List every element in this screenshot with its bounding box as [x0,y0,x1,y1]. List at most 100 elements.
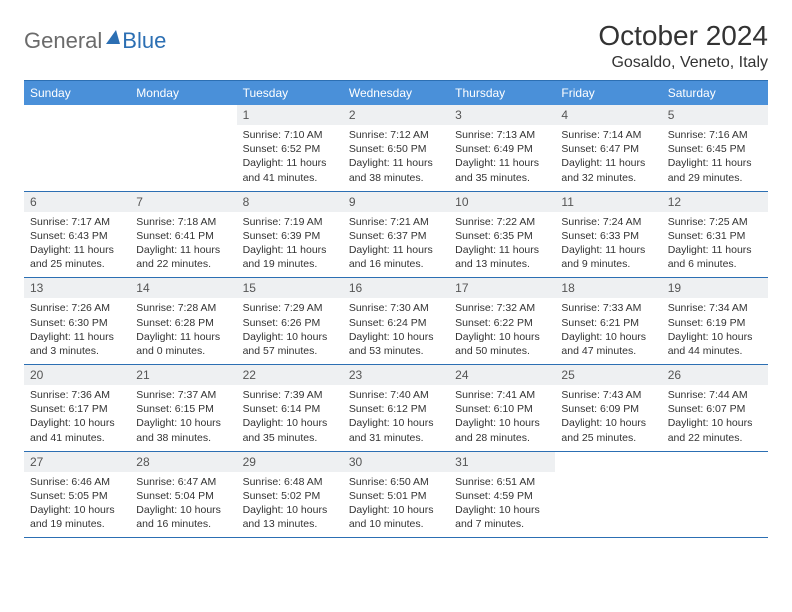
daylight1-text: Daylight: 10 hours [136,503,230,517]
header: General Blue October 2024 Gosaldo, Venet… [24,20,768,72]
day-number: 25 [555,365,661,385]
sunrise-text: Sunrise: 7:39 AM [243,388,337,402]
daylight2-text: and 31 minutes. [349,431,443,445]
daylight2-text: and 9 minutes. [561,257,655,271]
daylight1-text: Daylight: 11 hours [243,243,337,257]
day-number: 15 [237,278,343,298]
sunset-text: Sunset: 6:37 PM [349,229,443,243]
calendar-cell: 27Sunrise: 6:46 AMSunset: 5:05 PMDayligh… [24,452,130,538]
cell-body: Sunrise: 7:37 AMSunset: 6:15 PMDaylight:… [130,385,236,451]
daylight2-text: and 57 minutes. [243,344,337,358]
sunset-text: Sunset: 5:05 PM [30,489,124,503]
day-number: 24 [449,365,555,385]
calendar-cell: 21Sunrise: 7:37 AMSunset: 6:15 PMDayligh… [130,365,236,451]
daylight2-text: and 13 minutes. [455,257,549,271]
cell-body: Sunrise: 7:25 AMSunset: 6:31 PMDaylight:… [662,212,768,278]
day-number: 8 [237,192,343,212]
sunset-text: Sunset: 6:19 PM [668,316,762,330]
sunset-text: Sunset: 5:04 PM [136,489,230,503]
sunrise-text: Sunrise: 7:36 AM [30,388,124,402]
calendar-cell: 16Sunrise: 7:30 AMSunset: 6:24 PMDayligh… [343,278,449,364]
sunset-text: Sunset: 6:30 PM [30,316,124,330]
cell-body: Sunrise: 6:50 AMSunset: 5:01 PMDaylight:… [343,472,449,538]
daylight1-text: Daylight: 11 hours [243,156,337,170]
calendar-cell [130,105,236,191]
daylight2-text: and 29 minutes. [668,171,762,185]
calendar-cell: 20Sunrise: 7:36 AMSunset: 6:17 PMDayligh… [24,365,130,451]
calendar-cell: 7Sunrise: 7:18 AMSunset: 6:41 PMDaylight… [130,192,236,278]
day-number: 6 [24,192,130,212]
day-header: Thursday [449,81,555,105]
day-header: Tuesday [237,81,343,105]
title-block: October 2024 Gosaldo, Veneto, Italy [598,20,768,72]
sunrise-text: Sunrise: 7:24 AM [561,215,655,229]
sunset-text: Sunset: 5:02 PM [243,489,337,503]
calendar-cell [24,105,130,191]
daylight1-text: Daylight: 10 hours [243,416,337,430]
sunrise-text: Sunrise: 7:14 AM [561,128,655,142]
daylight2-text: and 19 minutes. [243,257,337,271]
daylight1-text: Daylight: 10 hours [668,330,762,344]
day-number: 22 [237,365,343,385]
calendar-cell: 1Sunrise: 7:10 AMSunset: 6:52 PMDaylight… [237,105,343,191]
daylight1-text: Daylight: 10 hours [243,330,337,344]
daylight1-text: Daylight: 10 hours [561,330,655,344]
logo-text-2: Blue [122,28,166,54]
calendar-cell [555,452,661,538]
sunrise-text: Sunrise: 7:13 AM [455,128,549,142]
sunrise-text: Sunrise: 7:22 AM [455,215,549,229]
daylight1-text: Daylight: 10 hours [136,416,230,430]
cell-body: Sunrise: 7:41 AMSunset: 6:10 PMDaylight:… [449,385,555,451]
sunrise-text: Sunrise: 7:34 AM [668,301,762,315]
daylight2-text: and 7 minutes. [455,517,549,531]
sunrise-text: Sunrise: 6:46 AM [30,475,124,489]
calendar-cell: 24Sunrise: 7:41 AMSunset: 6:10 PMDayligh… [449,365,555,451]
sunrise-text: Sunrise: 6:51 AM [455,475,549,489]
cell-body: Sunrise: 7:39 AMSunset: 6:14 PMDaylight:… [237,385,343,451]
calendar-cell: 6Sunrise: 7:17 AMSunset: 6:43 PMDaylight… [24,192,130,278]
daylight1-text: Daylight: 11 hours [136,243,230,257]
calendar-cell: 28Sunrise: 6:47 AMSunset: 5:04 PMDayligh… [130,452,236,538]
daylight1-text: Daylight: 11 hours [30,243,124,257]
cell-body: Sunrise: 7:17 AMSunset: 6:43 PMDaylight:… [24,212,130,278]
cell-body: Sunrise: 7:43 AMSunset: 6:09 PMDaylight:… [555,385,661,451]
cell-body: Sunrise: 7:44 AMSunset: 6:07 PMDaylight:… [662,385,768,451]
daylight2-text: and 50 minutes. [455,344,549,358]
daylight2-text: and 41 minutes. [243,171,337,185]
sunset-text: Sunset: 6:31 PM [668,229,762,243]
cell-body: Sunrise: 7:24 AMSunset: 6:33 PMDaylight:… [555,212,661,278]
day-header: Saturday [662,81,768,105]
cell-body: Sunrise: 7:10 AMSunset: 6:52 PMDaylight:… [237,125,343,191]
daylight2-text: and 53 minutes. [349,344,443,358]
daylight1-text: Daylight: 10 hours [455,503,549,517]
cell-body: Sunrise: 6:47 AMSunset: 5:04 PMDaylight:… [130,472,236,538]
calendar-week: 20Sunrise: 7:36 AMSunset: 6:17 PMDayligh… [24,365,768,452]
calendar-cell: 31Sunrise: 6:51 AMSunset: 4:59 PMDayligh… [449,452,555,538]
sunset-text: Sunset: 6:07 PM [668,402,762,416]
logo: General Blue [24,28,166,54]
cell-body: Sunrise: 6:51 AMSunset: 4:59 PMDaylight:… [449,472,555,538]
sunrise-text: Sunrise: 7:43 AM [561,388,655,402]
day-number: 31 [449,452,555,472]
daylight2-text: and 16 minutes. [349,257,443,271]
cell-body: Sunrise: 7:19 AMSunset: 6:39 PMDaylight:… [237,212,343,278]
daylight1-text: Daylight: 11 hours [349,243,443,257]
daylight1-text: Daylight: 11 hours [561,243,655,257]
cell-body: Sunrise: 7:18 AMSunset: 6:41 PMDaylight:… [130,212,236,278]
calendar-cell: 5Sunrise: 7:16 AMSunset: 6:45 PMDaylight… [662,105,768,191]
day-number: 16 [343,278,449,298]
daylight2-text: and 13 minutes. [243,517,337,531]
calendar-cell: 22Sunrise: 7:39 AMSunset: 6:14 PMDayligh… [237,365,343,451]
day-number: 20 [24,365,130,385]
sunset-text: Sunset: 6:24 PM [349,316,443,330]
daylight2-text: and 38 minutes. [349,171,443,185]
cell-body: Sunrise: 7:13 AMSunset: 6:49 PMDaylight:… [449,125,555,191]
daylight2-text: and 38 minutes. [136,431,230,445]
daylight1-text: Daylight: 11 hours [455,243,549,257]
daylight1-text: Daylight: 11 hours [668,156,762,170]
day-number: 30 [343,452,449,472]
location: Gosaldo, Veneto, Italy [598,54,768,72]
day-number: 19 [662,278,768,298]
sunset-text: Sunset: 4:59 PM [455,489,549,503]
cell-body: Sunrise: 7:14 AMSunset: 6:47 PMDaylight:… [555,125,661,191]
